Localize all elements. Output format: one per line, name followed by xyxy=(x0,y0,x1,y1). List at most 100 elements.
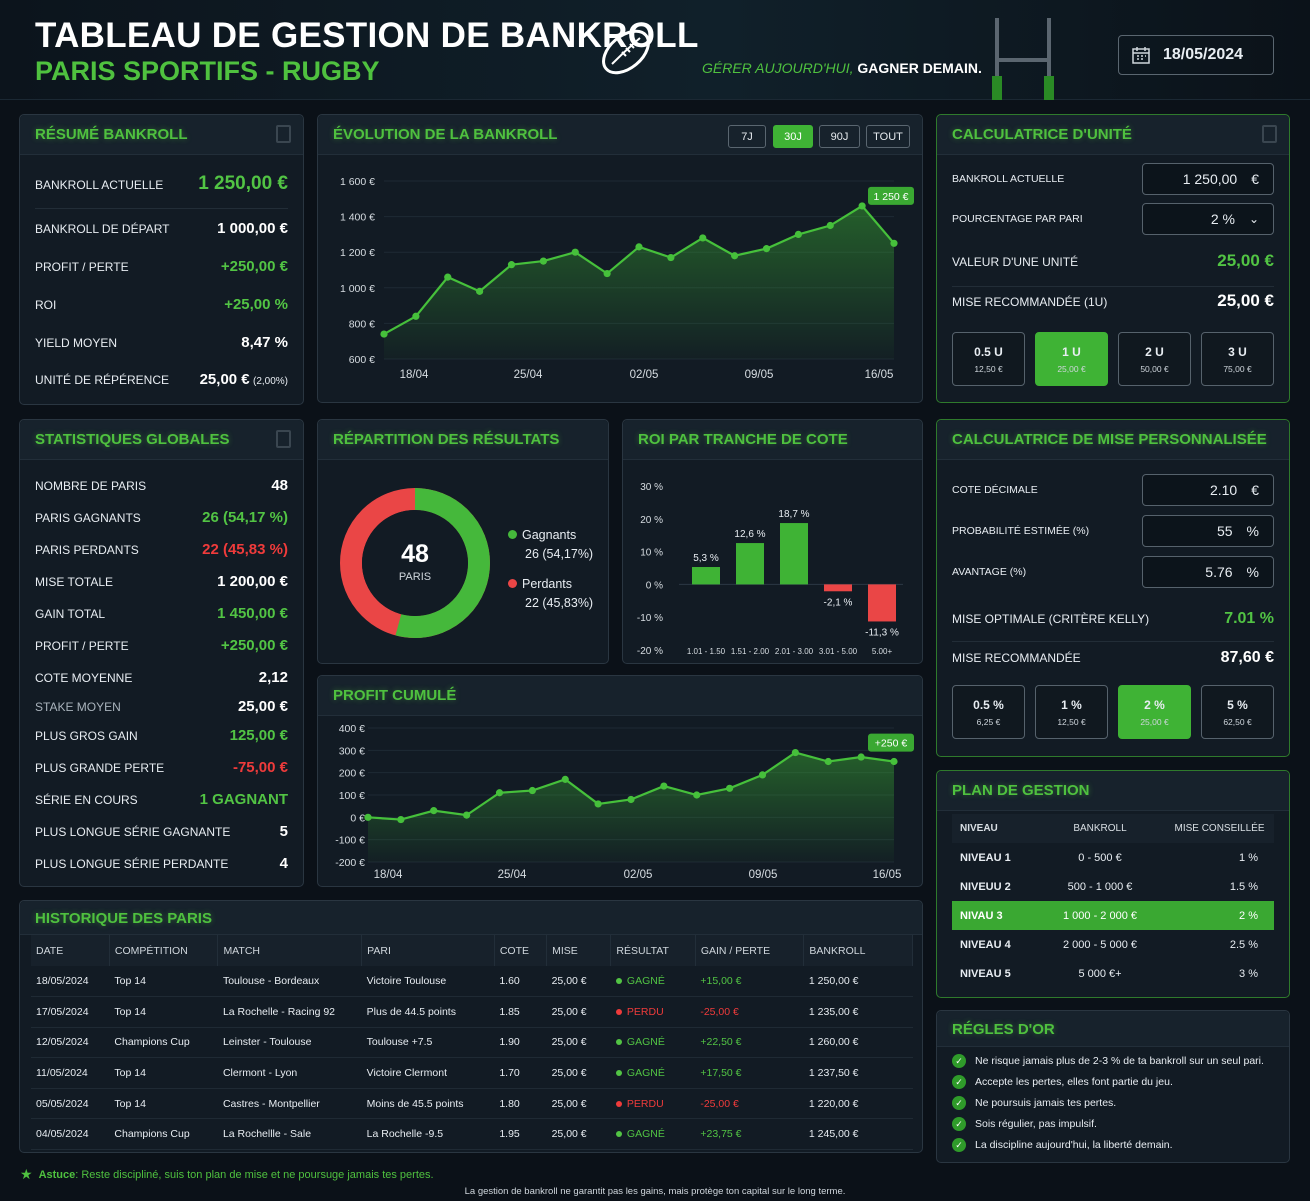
data-point xyxy=(890,239,898,247)
rule-item: ✓ La discipline aujourd'hui, la liberté d… xyxy=(952,1138,1173,1152)
roi-bar xyxy=(868,584,896,622)
result-dot xyxy=(615,978,622,985)
stake-0-5-button[interactable]: 0.5 % 6,25 € xyxy=(952,685,1025,739)
data-point xyxy=(794,230,802,238)
roi-bar xyxy=(736,543,764,585)
history-table: DATE COMPÉTITION MATCH PARI COTE MISE RÉSULTAT… xyxy=(31,935,913,1151)
date-picker[interactable]: 18/05/2024 xyxy=(1118,35,1274,75)
disclaimer: La gestion de bankroll ne garantit pas l… xyxy=(464,1186,846,1197)
slogan: GÉRER AUJOURD'HUI, GAGNER DEMAIN. xyxy=(702,60,982,76)
data-point xyxy=(699,234,707,242)
unit-1-button[interactable]: 1 U 25,00 € xyxy=(1035,332,1108,386)
check-icon: ✓ xyxy=(952,1075,966,1089)
plan-panel: PLAN DE GESTION NIVEAU BANKROLL MISE CONSE… xyxy=(936,770,1290,998)
calculator-icon xyxy=(276,430,291,448)
y-tick-label: 400 € xyxy=(339,723,365,735)
data-point xyxy=(476,287,484,295)
advantage-label: AVANTAGE (%) xyxy=(952,566,1027,578)
data-point xyxy=(627,795,635,804)
x-tick-label: 09/05 xyxy=(749,869,778,881)
plan-title: PLAN DE GESTION xyxy=(937,771,1289,811)
x-tick-label: 16/05 xyxy=(873,869,902,881)
range-7j-button[interactable]: 7J xyxy=(728,125,766,148)
advantage-input[interactable]: 5.76% xyxy=(1142,556,1274,588)
stake-1-button[interactable]: 1 % 12,50 € xyxy=(1035,685,1108,739)
bankroll-input[interactable]: 1 250,00 € xyxy=(1142,163,1274,195)
history-row[interactable]: 05/05/2024 Top 14 Castres - Montpellier Moi… xyxy=(31,1088,913,1120)
bar-value-label: 12,6 % xyxy=(734,529,765,540)
rugby-posts-icon xyxy=(992,18,1054,100)
x-tick-label: 18/04 xyxy=(374,869,403,881)
data-point xyxy=(528,786,536,795)
bar-value-label: -11,3 % xyxy=(865,627,899,638)
stake-calculator-panel: CALCULATRICE DE MISE PERSONNALISÉE COTE … xyxy=(936,419,1290,757)
unit-2-button[interactable]: 2 U 50,00 € xyxy=(1118,332,1191,386)
roi-panel: ROI PAR TRANCHE DE COTE 30 % 20 % 10 % 0 % -… xyxy=(622,419,923,664)
check-icon: ✓ xyxy=(952,1138,966,1152)
history-row[interactable]: 17/05/2024 Top 14 La Rochelle - Racing 92 P… xyxy=(31,996,913,1028)
unit-0-5-button[interactable]: 0.5 U 12,50 € xyxy=(952,332,1025,386)
stat-row: PLUS LONGUE SÉRIE GAGNANTE 5 xyxy=(35,823,288,840)
y-tick-label: 1 600 € xyxy=(340,176,375,188)
data-point xyxy=(603,269,611,278)
star-icon: ★ xyxy=(20,1166,33,1182)
history-row[interactable]: 11/05/2024 Top 14 Clermont - Lyon Victoire … xyxy=(31,1057,913,1089)
rules-title: RÉGLES D'OR xyxy=(937,1011,1289,1047)
unit-calculator-panel: CALCULATRICE D'UNITÉ BANKROLL ACTUELLE 1… xyxy=(936,114,1290,403)
roi-title: ROI PAR TRANCHE DE COTE xyxy=(623,420,922,460)
history-row[interactable]: 04/05/2024 Champions Cup La Rochellle - Sa… xyxy=(31,1118,913,1151)
unit-value-row: VALEUR D'UNE UNITÉ 25,00 € xyxy=(952,251,1274,287)
x-tick-label: 09/05 xyxy=(745,369,774,381)
y-tick-label: 10 % xyxy=(640,548,663,559)
bar-value-label: -2,1 % xyxy=(824,597,853,608)
y-tick-label: 1 200 € xyxy=(340,247,375,259)
evolution-title: ÉVOLUTION DE LA BANKROLL xyxy=(318,115,922,155)
y-tick-label: 200 € xyxy=(339,768,365,780)
stat-row: MISE TOTALE 1 200,00 € xyxy=(35,573,288,590)
area-fill xyxy=(384,205,894,359)
y-tick-label: 600 € xyxy=(349,354,375,366)
probability-input[interactable]: 55% xyxy=(1142,515,1274,547)
data-point xyxy=(561,775,569,783)
legend-gagnants: Gagnants 26 (54,17%) xyxy=(508,526,593,564)
unit-3-button[interactable]: 3 U 75,00 € xyxy=(1201,332,1274,386)
range-tout-button[interactable]: TOUT xyxy=(866,125,910,148)
check-icon: ✓ xyxy=(952,1054,966,1068)
donut-slice-gagnants xyxy=(340,488,490,638)
resume-row: ROI +25,00 % xyxy=(35,296,288,313)
plan-header-row: NIVEAU BANKROLL MISE CONSEILLÉE xyxy=(952,814,1274,843)
data-point xyxy=(594,800,602,808)
rules-panel: RÉGLES D'OR ✓ Ne risque jamais plus de 2-… xyxy=(936,1010,1290,1163)
page-subtitle: PARIS SPORTIFS - RUGBY xyxy=(35,56,380,86)
history-row[interactable]: 12/05/2024 Champions Cup Leinster - Toulou… xyxy=(31,1027,913,1059)
y-tick-label: 0 € xyxy=(350,812,365,824)
data-point xyxy=(412,312,420,320)
data-point xyxy=(635,243,643,251)
stat-row: PROFIT / PERTE +250,00 € xyxy=(35,637,288,654)
stake-2-button[interactable]: 2 % 25,00 € xyxy=(1118,685,1191,739)
probability-label: PROBABILITÉ ESTIMÉE (%) xyxy=(952,525,1090,537)
end-value-label: +250 € xyxy=(875,738,908,750)
resume-row: BANKROLL DE DÉPART 1 000,00 € xyxy=(35,220,288,237)
odds-input[interactable]: 2.10 € xyxy=(1142,474,1274,506)
stat-row: PLUS GROS GAIN 125,00 € xyxy=(35,727,288,744)
unit-calculator-title: CALCULATRICE D'UNITÉ xyxy=(937,115,1289,155)
range-90j-button[interactable]: 90J xyxy=(819,125,860,148)
stake-5-button[interactable]: 5 % 62,50 € xyxy=(1201,685,1274,739)
range-30j-button[interactable]: 30J xyxy=(773,125,813,148)
y-tick-label: -20 % xyxy=(637,646,663,657)
stat-row: PARIS PERDANTS 22 (45,83 %) xyxy=(35,541,288,558)
data-point xyxy=(539,257,547,265)
bankroll-line-chart: 1 600 € 1 400 € 1 200 € 1 000 € 800 € 600 € 18… xyxy=(340,176,914,381)
x-tick-label: 1.01 - 1.50 xyxy=(687,647,726,656)
percentage-label: POURCENTAGE PAR PARI xyxy=(952,213,1083,225)
data-point xyxy=(660,782,668,790)
x-tick-label: 02/05 xyxy=(630,369,659,381)
y-tick-label: 1 400 € xyxy=(340,212,375,224)
history-row[interactable]: 18/05/2024 Top 14 Toulouse - Bordeaux Victo… xyxy=(31,966,913,998)
roi-bar xyxy=(780,523,808,585)
percentage-select[interactable]: 2 % ⌄ xyxy=(1142,203,1274,235)
stats-panel: STATISTIQUES GLOBALES NOMBRE DE PARIS 48 P… xyxy=(19,419,304,887)
